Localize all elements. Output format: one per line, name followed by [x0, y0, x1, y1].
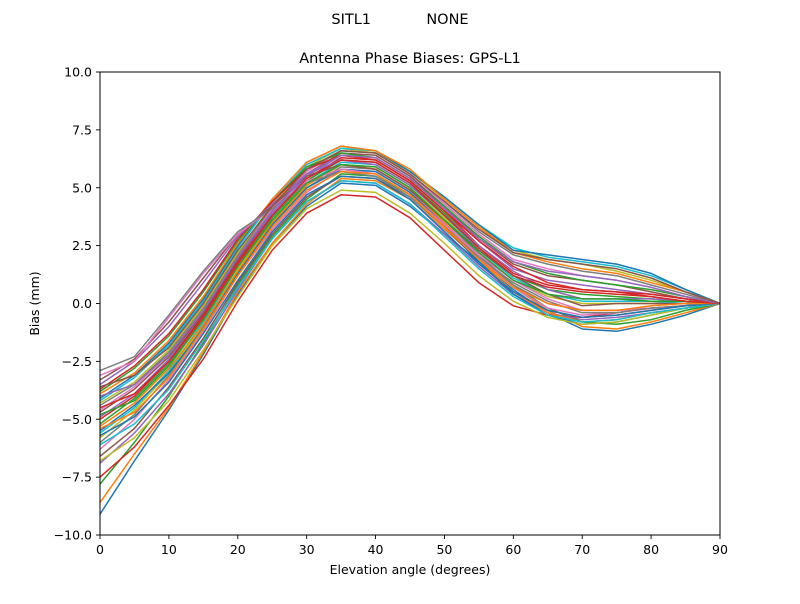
y-tick-label: −7.5	[62, 470, 92, 485]
chart-title: Antenna Phase Biases: GPS-L1	[299, 51, 521, 67]
x-tick-label: 40	[368, 542, 384, 557]
y-tick-label: 0.0	[72, 296, 92, 311]
series-line-1	[99, 182, 721, 515]
series-line-32	[99, 170, 720, 430]
x-tick-label: 60	[505, 542, 521, 557]
series-line-28	[99, 170, 721, 372]
x-tick-label: 0	[96, 542, 104, 557]
series-line-29	[99, 189, 721, 462]
series-line-35	[99, 154, 721, 397]
series-line-24	[99, 154, 721, 390]
y-tick-label: 10.0	[64, 65, 92, 80]
figure-suptitle: SITL1 NONE	[331, 12, 468, 28]
y-axis-label: Bias (mm)	[27, 271, 42, 335]
y-tick-label: −5.0	[62, 412, 92, 427]
y-tick-label: 2.5	[72, 238, 92, 253]
y-tick-label: −2.5	[62, 354, 92, 369]
series-line-22	[99, 145, 721, 395]
x-tick-label: 20	[230, 542, 246, 557]
series-line-36	[99, 149, 721, 388]
series-line-34	[99, 159, 721, 409]
y-tick-label: 7.5	[72, 122, 92, 137]
x-axis-label: Elevation angle (degrees)	[330, 562, 491, 577]
x-tick-label: 10	[161, 542, 177, 557]
x-tick-label: 90	[712, 542, 728, 557]
x-tick-label: 80	[643, 542, 659, 557]
x-tick-label: 30	[299, 542, 315, 557]
y-tick-label: 5.0	[72, 180, 92, 195]
series-line-31	[99, 175, 721, 437]
series-line-33	[99, 163, 721, 416]
x-tick-label: 50	[436, 542, 452, 557]
x-axis: 0 10 20 30 40 50 60 70 80 90	[96, 535, 728, 557]
x-tick-label: 70	[574, 542, 590, 557]
series-line-21	[99, 145, 721, 400]
series-line-30	[99, 180, 721, 446]
y-axis: −10.0 −7.5 −5.0 −2.5 0.0 2.5 5.0 7.5 10.0	[54, 65, 100, 543]
series-layer	[99, 145, 721, 515]
series-line-26	[99, 163, 720, 381]
y-tick-label: −10.0	[54, 528, 92, 543]
